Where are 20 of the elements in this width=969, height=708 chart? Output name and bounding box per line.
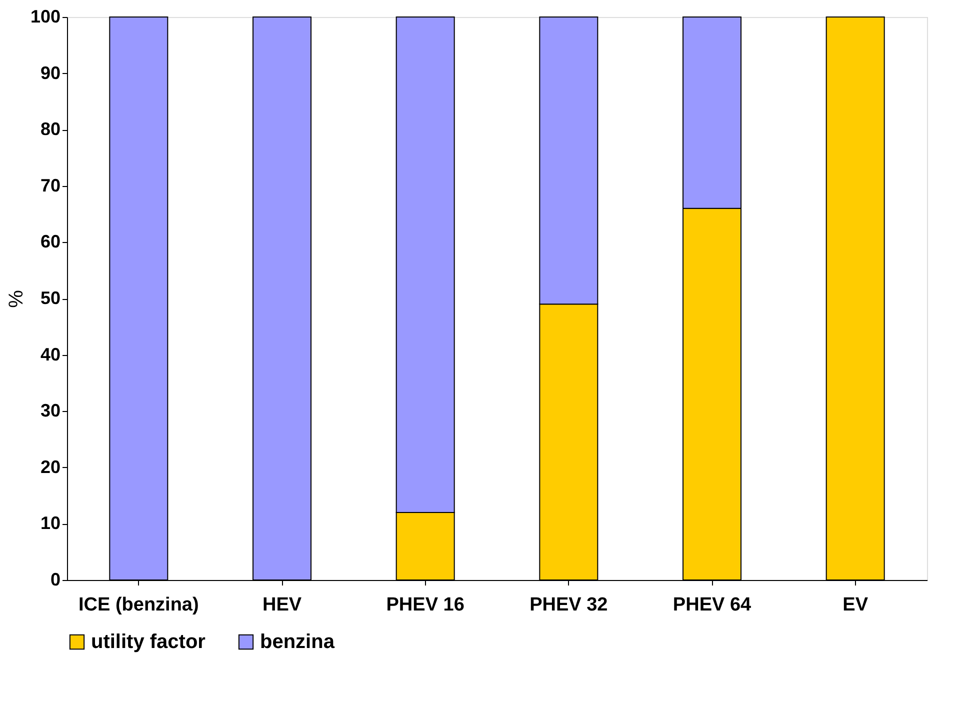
y-tick-label: 0 [50, 570, 60, 590]
y-tick-label: 10 [40, 513, 60, 534]
x-tick-label: ICE (benzina) [78, 594, 199, 616]
legend-label: utility factor [91, 631, 206, 653]
x-tick-label: HEV [262, 594, 302, 616]
y-tick-label: 70 [40, 175, 60, 196]
x-tick-label: PHEV 16 [386, 594, 464, 616]
y-tick-label: 60 [40, 232, 60, 252]
y-axis-title: % [5, 290, 28, 308]
y-tick-label: 50 [40, 288, 60, 308]
y-tick-label: 40 [40, 344, 60, 364]
y-tick-label: 90 [40, 62, 60, 83]
x-tick-label: PHEV 64 [672, 594, 752, 616]
y-tick-label: 100 [30, 6, 60, 26]
y-tick-label: 80 [40, 119, 60, 140]
x-tick-label: EV [842, 594, 868, 616]
y-tick-label: 20 [40, 456, 60, 477]
x-tick-label: PHEV 32 [530, 594, 608, 616]
y-tick-label: 30 [40, 400, 60, 421]
legend-label: benzina [260, 631, 336, 653]
